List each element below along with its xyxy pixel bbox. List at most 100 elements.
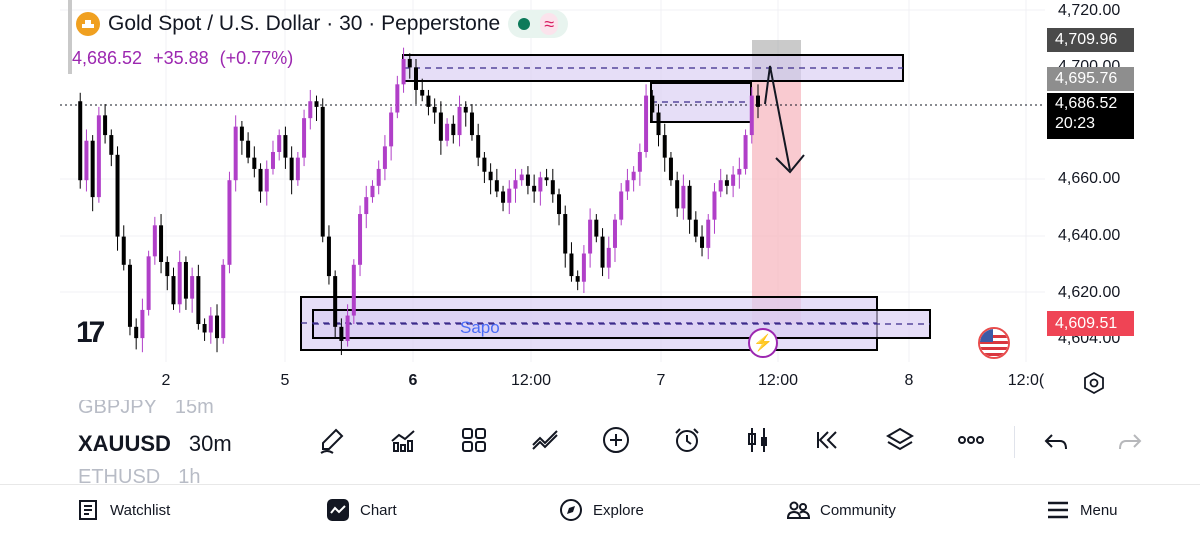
candle-body [302,118,307,158]
candle-body [569,253,574,277]
candle-body [121,236,126,265]
replay-icon[interactable] [811,422,847,458]
layout-grid-icon[interactable] [456,422,492,458]
candle-body [389,112,394,147]
price-chart[interactable] [0,0,1200,400]
time-axis[interactable]: 2 5 6 12:00 7 12:00 8 12:0( [0,372,1100,396]
lightning-icon[interactable]: ⚡ [748,328,778,358]
candle-body [190,276,195,299]
candle-body [550,180,555,195]
more-icon[interactable] [953,422,989,458]
current-price-tag: 4,686.52 20:23 [1047,93,1134,139]
chart-settings-icon[interactable] [1082,371,1106,395]
candle-body [662,135,667,158]
upper-box-top-tag: 4,709.96 [1047,28,1134,52]
toolbar-divider [1014,426,1015,458]
candle-body [438,112,443,141]
candle-body [557,194,562,215]
drawing-tools-icon[interactable] [527,422,563,458]
candle-body [96,115,101,198]
redo-icon[interactable] [1114,427,1144,457]
symbol-row-active[interactable]: XAUUSD 30m [78,431,232,457]
symbol-switcher[interactable]: GBPJPY 15m XAUUSD 30m ETHUSD 1h [78,400,278,484]
candle-body [202,324,207,333]
gold-coin-icon [76,12,100,36]
candle-body [183,261,188,299]
candle-body [656,112,661,136]
candle-body [140,309,145,339]
zone-rectangle [402,54,904,82]
drawing-overlays[interactable] [764,65,805,174]
candle-body [283,135,288,158]
candle-body [731,174,736,186]
candle-body [90,140,95,198]
candle-body [600,236,605,268]
candle-body [277,135,282,152]
candle-body [246,140,251,158]
candle-body [358,214,363,265]
symbol-row[interactable]: ETHUSD 1h [78,466,200,484]
candle-body [370,185,375,198]
pencil-icon[interactable] [314,422,350,458]
candle-body [264,168,269,192]
candle-body [345,315,350,341]
undo-icon[interactable] [1042,427,1072,457]
candle-body [532,185,537,192]
time-axis-label: 7 [656,372,666,389]
zone-label: Sapo [460,318,500,337]
add-icon[interactable] [598,422,634,458]
layers-icon[interactable] [882,422,918,458]
candle-body [351,264,356,316]
candle-body [395,84,400,113]
indicators-icon[interactable] [385,422,421,458]
symbol-timeframe: 30m [188,431,232,456]
nav-watchlist[interactable]: Watchlist [76,498,170,522]
candle-body [333,276,338,327]
candle-body [177,261,182,305]
nav-explore[interactable]: Explore [559,498,644,522]
nav-chart[interactable]: Chart [326,498,397,522]
chart-toolbar: GBPJPY 15m XAUUSD 30m ETHUSD 1h [0,400,1200,484]
candle-body [159,225,164,262]
candle-body [320,106,325,237]
candle-body [152,225,157,257]
nav-community[interactable]: Community [786,498,896,522]
candle-body [258,168,263,192]
symbol-title[interactable]: Gold Spot / U.S. Dollar · 30 · Peppersto… [108,12,501,35]
nav-menu[interactable]: Menu [1046,498,1118,522]
candle-body [227,180,232,265]
candle-body [706,219,711,248]
price-change-line: 4,686.52 +35.88 (+0.77%) [72,48,299,69]
candle-body [756,95,760,107]
candle-body [432,106,437,113]
symbol-name: GBPJPY [78,400,157,418]
candle-body [84,140,89,181]
candle-body [134,326,139,339]
chart-area[interactable]: Gold Spot / U.S. Dollar · 30 · Peppersto… [0,0,1200,400]
symbol-name: XAUUSD [78,431,171,456]
alarm-icon[interactable] [669,422,705,458]
last-price: 4,686.52 [72,48,143,68]
drawing-zones[interactable] [60,40,1045,351]
candle-body [588,219,593,254]
candle-body [295,157,300,181]
tradingview-logo[interactable]: 17 [76,316,105,349]
market-status-pill[interactable]: ≈ [508,10,569,38]
candle-body [469,112,474,136]
candle-body [289,157,294,181]
candles [78,47,760,356]
candle-type-icon[interactable] [740,422,776,458]
price-change-pct: (+0.77%) [219,48,294,68]
candle-body [749,95,754,136]
price-axis-label: 4,620.00 [1058,284,1121,301]
candle-body [513,180,518,189]
price-axis[interactable]: 4,720.00 4,700.00 4,660.00 4,640.00 4,62… [1058,0,1138,360]
symbol-row[interactable]: GBPJPY 15m [78,400,214,419]
us-flag-icon[interactable] [978,327,1010,359]
price-axis-label: 4,640.00 [1058,227,1121,244]
candle-body [637,152,642,172]
candle-body [308,101,313,119]
candle-body [463,106,468,113]
lower-price-tag: 4,609.51 [1047,311,1134,336]
waves-icon: ≈ [540,13,559,35]
